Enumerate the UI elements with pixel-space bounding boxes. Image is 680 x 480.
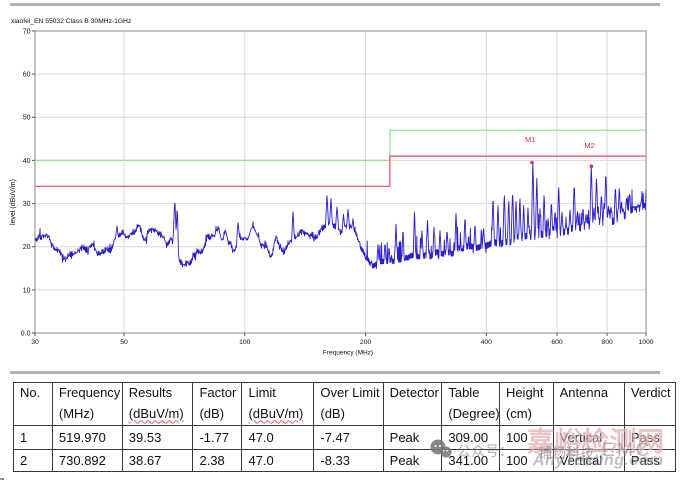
svg-text:100: 100 <box>239 339 251 346</box>
svg-text:400: 400 <box>481 339 493 346</box>
svg-text:M1: M1 <box>525 135 535 144</box>
svg-text:level (dBuV/m): level (dBuV/m) <box>10 179 17 225</box>
svg-text:600: 600 <box>551 339 563 346</box>
svg-text:30: 30 <box>23 201 31 208</box>
svg-text:70: 70 <box>23 28 31 35</box>
svg-text:50: 50 <box>120 339 128 346</box>
svg-text:20: 20 <box>23 244 31 251</box>
svg-text:30: 30 <box>31 339 39 346</box>
svg-text:40: 40 <box>23 158 31 165</box>
svg-text:0.0: 0.0 <box>21 330 31 337</box>
svg-text:M2: M2 <box>584 141 594 150</box>
svg-text:50: 50 <box>23 115 31 122</box>
svg-text:Frequency (MHz): Frequency (MHz) <box>323 350 373 357</box>
svg-text:1000: 1000 <box>638 339 653 346</box>
svg-text:10: 10 <box>23 287 31 294</box>
svg-text:800: 800 <box>601 339 613 346</box>
svg-text:200: 200 <box>360 339 372 346</box>
svg-text:60: 60 <box>23 72 31 79</box>
